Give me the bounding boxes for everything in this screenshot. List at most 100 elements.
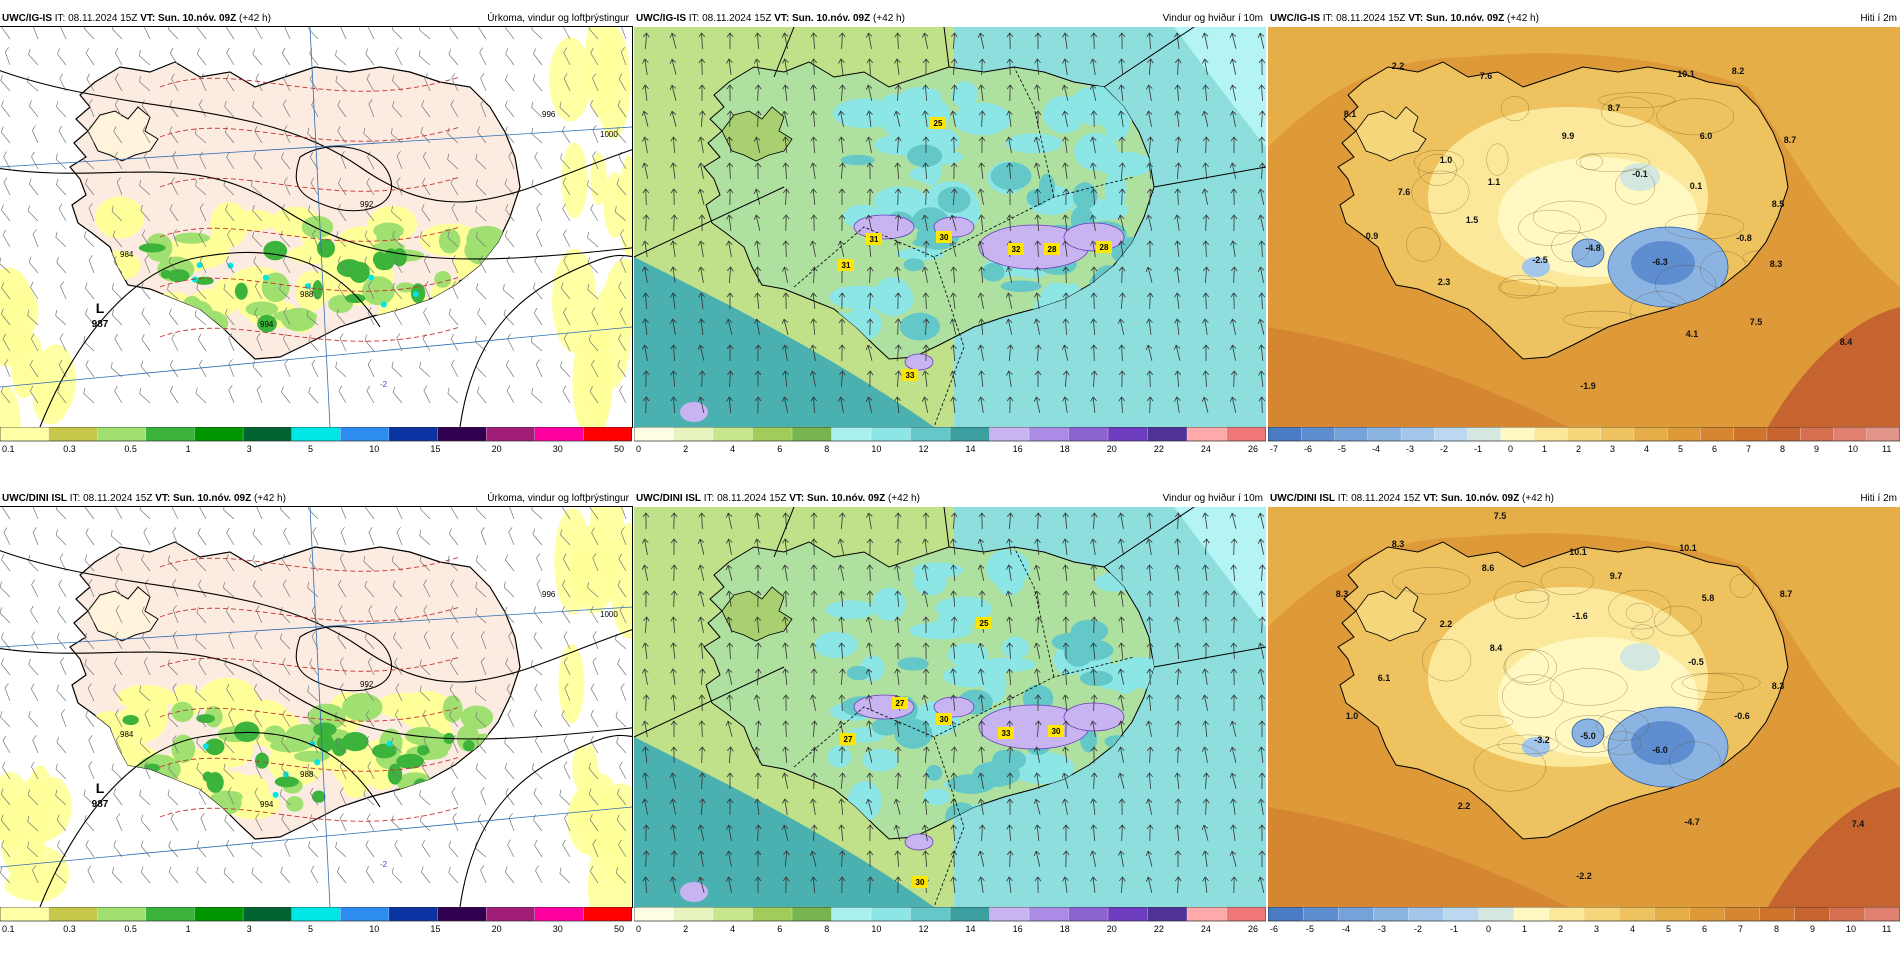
temperature-label: 10.1: [1569, 547, 1587, 557]
forecast-panel: UWC/IG-IS IT: 08.11.2024 15Z VT: Sun. 10…: [0, 12, 632, 477]
temperature-label: -0.1: [1632, 169, 1648, 179]
temperature-label: 5.8: [1702, 593, 1715, 603]
colorbar-tick-label: 18: [1060, 444, 1070, 454]
gust-marker: 27: [840, 733, 856, 745]
colorbar-tick-label: 20: [1107, 444, 1117, 454]
colorbar-swatch: [713, 907, 753, 921]
lead-time: (+42 h): [888, 493, 920, 504]
temperature-label: 1.0: [1346, 711, 1359, 721]
colorbar-tick-label: 7: [1738, 924, 1743, 934]
init-time-value: 08.11.2024 15Z: [717, 493, 786, 504]
temperature-label: 8.7: [1608, 103, 1621, 113]
colorbar-tick-label: 50: [614, 444, 624, 454]
colorbar-swatch: [243, 427, 292, 441]
model-name: UWC/DINI ISL: [636, 493, 701, 504]
colorbar-swatch: [753, 907, 793, 921]
panel-title: Hiti í 2m: [1860, 492, 1897, 506]
svg-text:33: 33: [1002, 729, 1011, 738]
colorbar-tick-label: 14: [966, 924, 976, 934]
temperature-label: 8.3: [1772, 681, 1785, 691]
colorbar-swatch: [1108, 427, 1148, 441]
colorbar-swatch: [871, 907, 911, 921]
colorbar-swatch: [486, 907, 535, 921]
precip-patch: [567, 785, 611, 855]
panel-header: UWC/DINI ISL IT: 08.11.2024 15Z VT: Sun.…: [634, 492, 1266, 506]
colorbar-tick-label: 20: [492, 444, 502, 454]
colorbar-swatch: [1187, 907, 1227, 921]
colorbar-swatch: [389, 907, 438, 921]
colorbar-tick-label: 10: [1846, 924, 1856, 934]
colorbar-swatch: [1227, 427, 1267, 441]
panel-title: Vindur og hviður í 10m: [1163, 12, 1263, 26]
svg-text:31: 31: [870, 235, 879, 244]
colorbar-swatch: [1434, 427, 1468, 441]
valid-time-label: VT:: [155, 493, 170, 504]
colorbar-tick-label: 6: [1712, 444, 1717, 454]
colorbar-swatch: [1567, 427, 1601, 441]
colorbar-tick-label: 0.3: [63, 444, 76, 454]
forecast-panel: UWC/IG-IS IT: 08.11.2024 15Z VT: Sun. 10…: [1268, 12, 1900, 477]
temperature-label: 7.6: [1398, 187, 1411, 197]
colorbar-tick-label: 4: [730, 924, 735, 934]
colorbar-tick-label: 2: [1558, 924, 1563, 934]
colorbar-swatch: [1108, 907, 1148, 921]
temperature-label: -2.2: [1576, 871, 1592, 881]
isobar-label: 988: [300, 290, 314, 299]
svg-text:30: 30: [1052, 727, 1061, 736]
lead-time: (+42 h): [1522, 493, 1554, 504]
temperature-label: 2.2: [1392, 61, 1405, 71]
colorbar-swatch: [1867, 427, 1900, 441]
colorbar-swatch: [340, 427, 389, 441]
temperature-label: 8.3: [1336, 589, 1349, 599]
init-time-value: 08.11.2024 15Z: [702, 13, 771, 24]
valid-time-label: VT:: [789, 493, 804, 504]
colorbar-swatch: [389, 427, 438, 441]
precip-patch: [35, 777, 72, 837]
colorbar-tick-label: 6: [1702, 924, 1707, 934]
colorbar-tick-label: -3: [1406, 444, 1414, 454]
colorbar-tick-label: 9: [1810, 924, 1815, 934]
temperature-label: 4.1: [1686, 329, 1699, 339]
colorbar-swatch: [97, 907, 146, 921]
colorbar-swatch: [1734, 427, 1768, 441]
temperature-label: -4.7: [1684, 817, 1700, 827]
temperature-label: 8.7: [1784, 135, 1797, 145]
gust-marker: 25: [930, 117, 946, 129]
colorbar-swatch: [1700, 427, 1734, 441]
isobar-label: 984: [120, 730, 134, 739]
colorbar-swatch: [1514, 907, 1550, 921]
colorbar-tick-label: -5: [1338, 444, 1346, 454]
valid-time-value: Sun. 10.nóv. 09Z: [792, 13, 870, 24]
colorbar-swatch: [1268, 907, 1304, 921]
colorbar-tick-label: 8: [824, 444, 829, 454]
panel-run-info: UWC/DINI ISL IT: 08.11.2024 15Z VT: Sun.…: [1270, 492, 1554, 506]
temperature-label: -1.6: [1572, 611, 1588, 621]
colorbar-swatch: [1029, 427, 1069, 441]
colorbar-swatch: [753, 427, 793, 441]
init-time-label: IT:: [1338, 493, 1349, 504]
colorbar-tick-label: 30: [553, 924, 563, 934]
colorbar-tick-label: 16: [1013, 924, 1023, 934]
init-time-value: 08.11.2024 15Z: [1351, 493, 1420, 504]
gust-marker: 30: [936, 713, 952, 725]
colorbar-tick-label: -1: [1450, 924, 1458, 934]
colorbar-tick-label: 20: [492, 924, 502, 934]
colorbar-swatch: [634, 427, 674, 441]
colorbar-tick-label: 30: [553, 444, 563, 454]
lead-time: (+42 h): [873, 13, 905, 24]
isobar-label: 1000: [600, 610, 618, 619]
temperature-label: -0.5: [1688, 657, 1704, 667]
colorbar-tick-label: 4: [1630, 924, 1635, 934]
colorbar-swatch: [871, 427, 911, 441]
colorbar-swatch: [0, 907, 49, 921]
